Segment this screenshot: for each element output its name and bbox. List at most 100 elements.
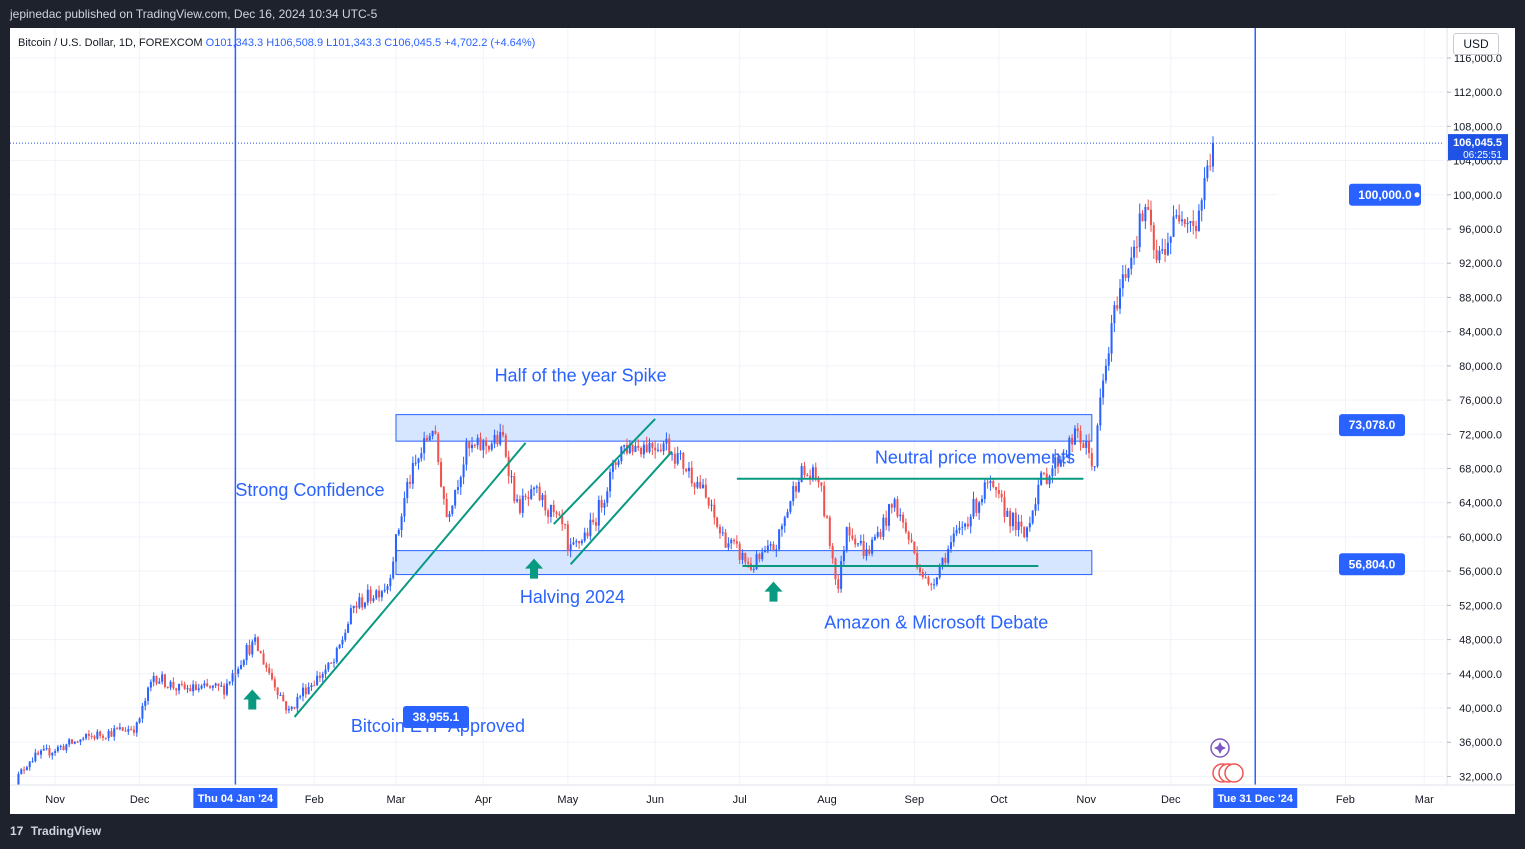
candle [637, 439, 640, 451]
candle [180, 680, 183, 687]
candle [59, 744, 62, 751]
candle-body [707, 497, 710, 506]
candle-body [451, 505, 454, 514]
price-label-box [403, 705, 469, 728]
candle-body [851, 535, 854, 539]
candle [366, 584, 369, 606]
candle-body [1051, 468, 1054, 477]
candle-body [59, 746, 62, 748]
candle [1138, 203, 1141, 252]
candle [256, 636, 259, 652]
time-axis-highlight-box [193, 788, 278, 808]
candle [645, 436, 648, 454]
candle [54, 748, 57, 756]
candle-body [611, 462, 614, 472]
candle [194, 681, 197, 691]
candle [228, 681, 231, 686]
candle-body [344, 632, 347, 640]
candle-body [721, 532, 724, 534]
price-chart[interactable]: Half of the year Spike Neutral price move… [10, 28, 1515, 814]
candle [589, 512, 592, 541]
candle-body [54, 751, 57, 753]
candle-body [172, 681, 175, 689]
candle [741, 549, 744, 565]
tradingview-logo[interactable]: 17 TradingView [10, 824, 101, 838]
candle [110, 727, 113, 737]
candle [304, 683, 307, 698]
candle-body [104, 737, 107, 739]
candle [425, 435, 428, 443]
candle-body [307, 686, 310, 695]
candle [1082, 440, 1085, 449]
candle-body [1107, 353, 1110, 366]
price-axis-label: 68,000.0 [1459, 464, 1502, 476]
candle [411, 456, 414, 490]
candle-body [1031, 510, 1034, 524]
candle-body [479, 437, 482, 451]
candle-body [363, 602, 366, 608]
candle [149, 679, 152, 692]
candle [713, 498, 716, 525]
candle-body [242, 660, 245, 666]
candle [231, 669, 234, 686]
candle [521, 488, 524, 518]
candle [1003, 490, 1006, 523]
candle-body [885, 517, 888, 526]
candle [223, 683, 226, 700]
candle-body [217, 683, 220, 686]
candle [363, 601, 366, 610]
candle-body [507, 456, 510, 477]
candle [1195, 220, 1198, 239]
candle [242, 658, 245, 668]
candle [1014, 508, 1017, 536]
candle [642, 441, 645, 459]
candle-body [735, 541, 738, 544]
candle-body [682, 452, 685, 469]
candle [778, 528, 781, 552]
candle-body [372, 598, 375, 601]
candle [569, 538, 572, 558]
price-label-box [1349, 183, 1421, 206]
candle [386, 583, 389, 594]
candle [251, 639, 254, 658]
candle-body [907, 531, 910, 540]
candle [48, 745, 51, 758]
candle-body [580, 540, 583, 544]
candle-body [231, 673, 234, 682]
candle-body [561, 515, 564, 525]
candle [848, 522, 851, 542]
candle [152, 672, 155, 687]
candle [1096, 423, 1099, 468]
time-axis-highlight-text: Thu 04 Jan '24 [198, 793, 274, 805]
candle [594, 517, 598, 532]
candle [158, 677, 161, 684]
candle [459, 475, 462, 495]
candle [107, 728, 110, 742]
candle [1121, 265, 1124, 297]
candle-body [431, 430, 434, 437]
candle [1192, 210, 1195, 235]
candle [603, 499, 606, 516]
candle [321, 671, 324, 682]
candle-body [1180, 219, 1184, 222]
annotation-label: Neutral price movements [875, 447, 1075, 467]
currency-button[interactable]: USD [1453, 33, 1499, 55]
candle-body [656, 449, 659, 451]
candle [279, 692, 282, 696]
candle [1017, 514, 1020, 537]
candle-body [828, 517, 831, 547]
candle-body [879, 532, 882, 537]
candle [287, 705, 290, 714]
candle-body [206, 683, 209, 687]
candle [547, 508, 550, 524]
candle-body [761, 552, 764, 560]
candle-body [733, 539, 736, 542]
price-label: 38,955.1 [403, 705, 469, 728]
candle [293, 706, 296, 710]
candle [82, 736, 85, 741]
price-label: 100,000.0 [1278, 183, 1421, 206]
candle-body [175, 688, 178, 691]
candle-body [642, 444, 645, 455]
time-axis-label: Aug [817, 794, 837, 806]
candle [566, 520, 569, 556]
